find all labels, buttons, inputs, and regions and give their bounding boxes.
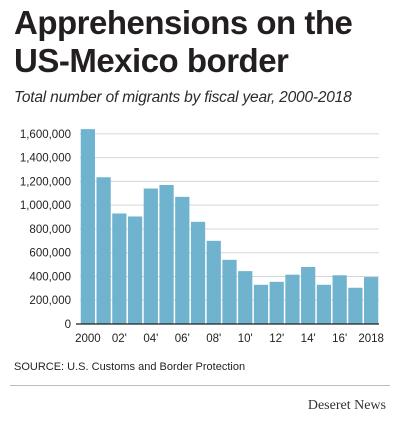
bar-2005 bbox=[159, 184, 174, 324]
bar-2013 bbox=[285, 274, 300, 324]
y-axis-tick-labels: 0 200,000 400,000 600,000 800,000 1,000,000 1,… bbox=[20, 129, 71, 331]
bar-2017 bbox=[348, 287, 363, 324]
x-tick-label: 02' bbox=[112, 333, 127, 345]
bar-2007 bbox=[190, 221, 206, 324]
x-tick-label: 16' bbox=[332, 333, 347, 345]
x-tick-label: 04' bbox=[143, 333, 158, 345]
y-tick-label: 1,600,000 bbox=[20, 129, 71, 141]
bar-2004 bbox=[143, 188, 158, 324]
footer-divider bbox=[10, 385, 390, 386]
bar-2000 bbox=[80, 129, 95, 324]
source-note: SOURCE: U.S. Customs and Border Protecti… bbox=[14, 361, 246, 373]
bar-2008 bbox=[206, 240, 221, 324]
y-tick-label: 1,400,000 bbox=[20, 153, 71, 165]
bar-2012 bbox=[269, 281, 284, 324]
bar-2006 bbox=[175, 196, 190, 324]
x-tick-label: 14' bbox=[301, 333, 316, 345]
publisher-logo: Deseret News bbox=[307, 398, 386, 413]
chart-subtitle: Total number of migrants by fiscal year,… bbox=[14, 89, 352, 106]
bar-2018 bbox=[364, 277, 379, 324]
chart-title: Apprehensions on the US-Mexico border bbox=[14, 4, 353, 79]
x-tick-label: 06' bbox=[175, 333, 190, 345]
x-tick-label: 10' bbox=[238, 333, 253, 345]
y-tick-label: 1,200,000 bbox=[20, 176, 71, 188]
bar-2001 bbox=[96, 177, 111, 324]
bar-2010 bbox=[238, 271, 253, 324]
bar-2014 bbox=[301, 266, 316, 324]
x-axis-tick-labels: 2000 02' 04' 06' 08' 10' 12' 14' 16' 2018 bbox=[75, 333, 384, 345]
bar-2011 bbox=[253, 284, 269, 324]
y-tick-label: 1,000,000 bbox=[20, 200, 71, 212]
bar-chart: 0 200,000 400,000 600,000 800,000 1,000,000 1,… bbox=[20, 129, 384, 345]
y-tick-label: 200,000 bbox=[29, 295, 71, 307]
bar-2016 bbox=[332, 275, 347, 324]
bar-2002 bbox=[112, 213, 127, 324]
bar-2009 bbox=[222, 259, 237, 324]
y-tick-label: 800,000 bbox=[29, 224, 71, 236]
x-tick-label: 08' bbox=[206, 333, 221, 345]
bar-2003 bbox=[127, 216, 143, 324]
y-tick-label: 600,000 bbox=[29, 248, 71, 260]
bars bbox=[80, 129, 379, 324]
bar-2015 bbox=[316, 284, 332, 324]
x-tick-label: 2000 bbox=[75, 333, 101, 345]
y-tick-label: 0 bbox=[65, 319, 71, 331]
x-tick-label: 12' bbox=[269, 333, 284, 345]
x-tick-label: 2018 bbox=[358, 333, 384, 345]
y-tick-label: 400,000 bbox=[29, 271, 71, 283]
